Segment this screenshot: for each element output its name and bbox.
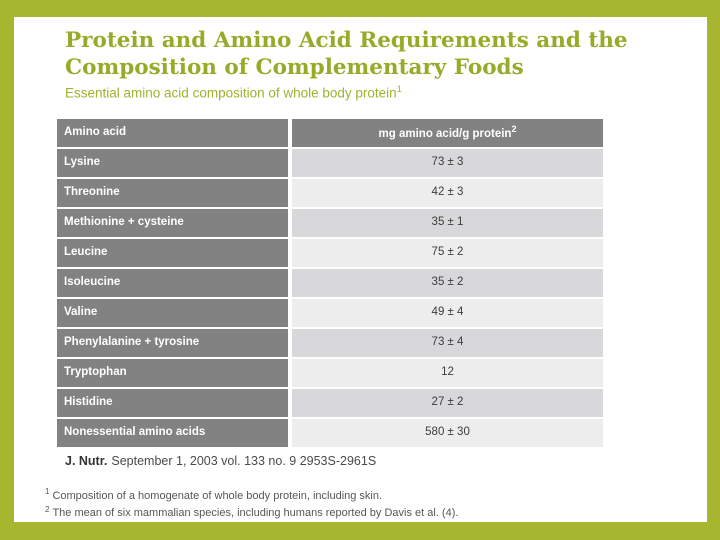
column-header-mg-per-g: mg amino acid/g protein2 — [292, 119, 603, 149]
table-row: Methionine + cysteine 35 ± 1 — [57, 209, 603, 239]
row-value: 27 ± 2 — [292, 389, 603, 419]
table-row: Nonessential amino acids 580 ± 30 — [57, 419, 603, 449]
footnote-1-text: Composition of a homogenate of whole bod… — [52, 489, 383, 502]
footnote-1-marker: 1 — [45, 487, 50, 496]
subtitle-text: Essential amino acid composition of whol… — [65, 85, 397, 101]
table-row: Isoleucine 35 ± 2 — [57, 269, 603, 299]
amino-acid-table: Amino acid mg amino acid/g protein2 Lysi… — [57, 119, 603, 449]
row-label: Tryptophan — [57, 359, 292, 389]
column-header-amino-acid: Amino acid — [57, 119, 292, 149]
table-header-row: Amino acid mg amino acid/g protein2 — [57, 119, 603, 149]
header-footnote-marker: 2 — [511, 124, 517, 135]
subtitle-footnote-marker: 1 — [396, 84, 402, 94]
row-value: 580 ± 30 — [292, 419, 603, 449]
table-row: Leucine 75 ± 2 — [57, 239, 603, 269]
row-value: 73 ± 4 — [292, 329, 603, 359]
row-value: 73 ± 3 — [292, 149, 603, 179]
row-label: Methionine + cysteine — [57, 209, 292, 239]
slide-title: Protein and Amino Acid Requirements and … — [65, 28, 628, 80]
row-label: Lysine — [57, 149, 292, 179]
row-label: Valine — [57, 299, 292, 329]
row-label: Phenylalanine + tyrosine — [57, 329, 292, 359]
citation-details: September 1, 2003 vol. 133 no. 9 2953S-2… — [111, 454, 377, 468]
table-row: Tryptophan 12 — [57, 359, 603, 389]
slide-subtitle: Essential amino acid composition of whol… — [65, 84, 665, 101]
row-value: 35 ± 1 — [292, 209, 603, 239]
footnote-1: 1 Composition of a homogenate of whole bo… — [45, 485, 458, 503]
source-citation: J. Nutr. September 1, 2003 vol. 133 no. 9… — [65, 454, 376, 468]
table-row: Lysine 73 ± 3 — [57, 149, 603, 179]
row-label: Nonessential amino acids — [57, 419, 292, 449]
slide-content-area: Protein and Amino Acid Requirements and … — [14, 17, 707, 522]
row-value: 35 ± 2 — [292, 269, 603, 299]
table-row: Histidine 27 ± 2 — [57, 389, 603, 419]
footnote-2-marker: 2 — [45, 504, 50, 514]
table-row: Threonine 42 ± 3 — [57, 179, 603, 209]
footnotes: 1 Composition of a homogenate of whole bo… — [45, 485, 458, 520]
table-row: Valine 49 ± 4 — [57, 299, 603, 329]
row-value: 12 — [292, 359, 603, 389]
row-label: Isoleucine — [57, 269, 292, 299]
row-label: Threonine — [57, 179, 292, 209]
citation-journal: J. Nutr. — [65, 454, 108, 468]
row-label: Histidine — [57, 389, 292, 419]
table-row: Phenylalanine + tyrosine 73 ± 4 — [57, 329, 603, 359]
footnote-2-text: The mean of six mammalian species, inclu… — [52, 507, 459, 520]
row-label: Leucine — [57, 239, 292, 269]
row-value: 75 ± 2 — [292, 239, 603, 269]
row-value: 42 ± 3 — [292, 179, 603, 209]
footnote-2: 2 The mean of six mammalian species, incl… — [45, 503, 458, 521]
row-value: 49 ± 4 — [292, 299, 603, 329]
